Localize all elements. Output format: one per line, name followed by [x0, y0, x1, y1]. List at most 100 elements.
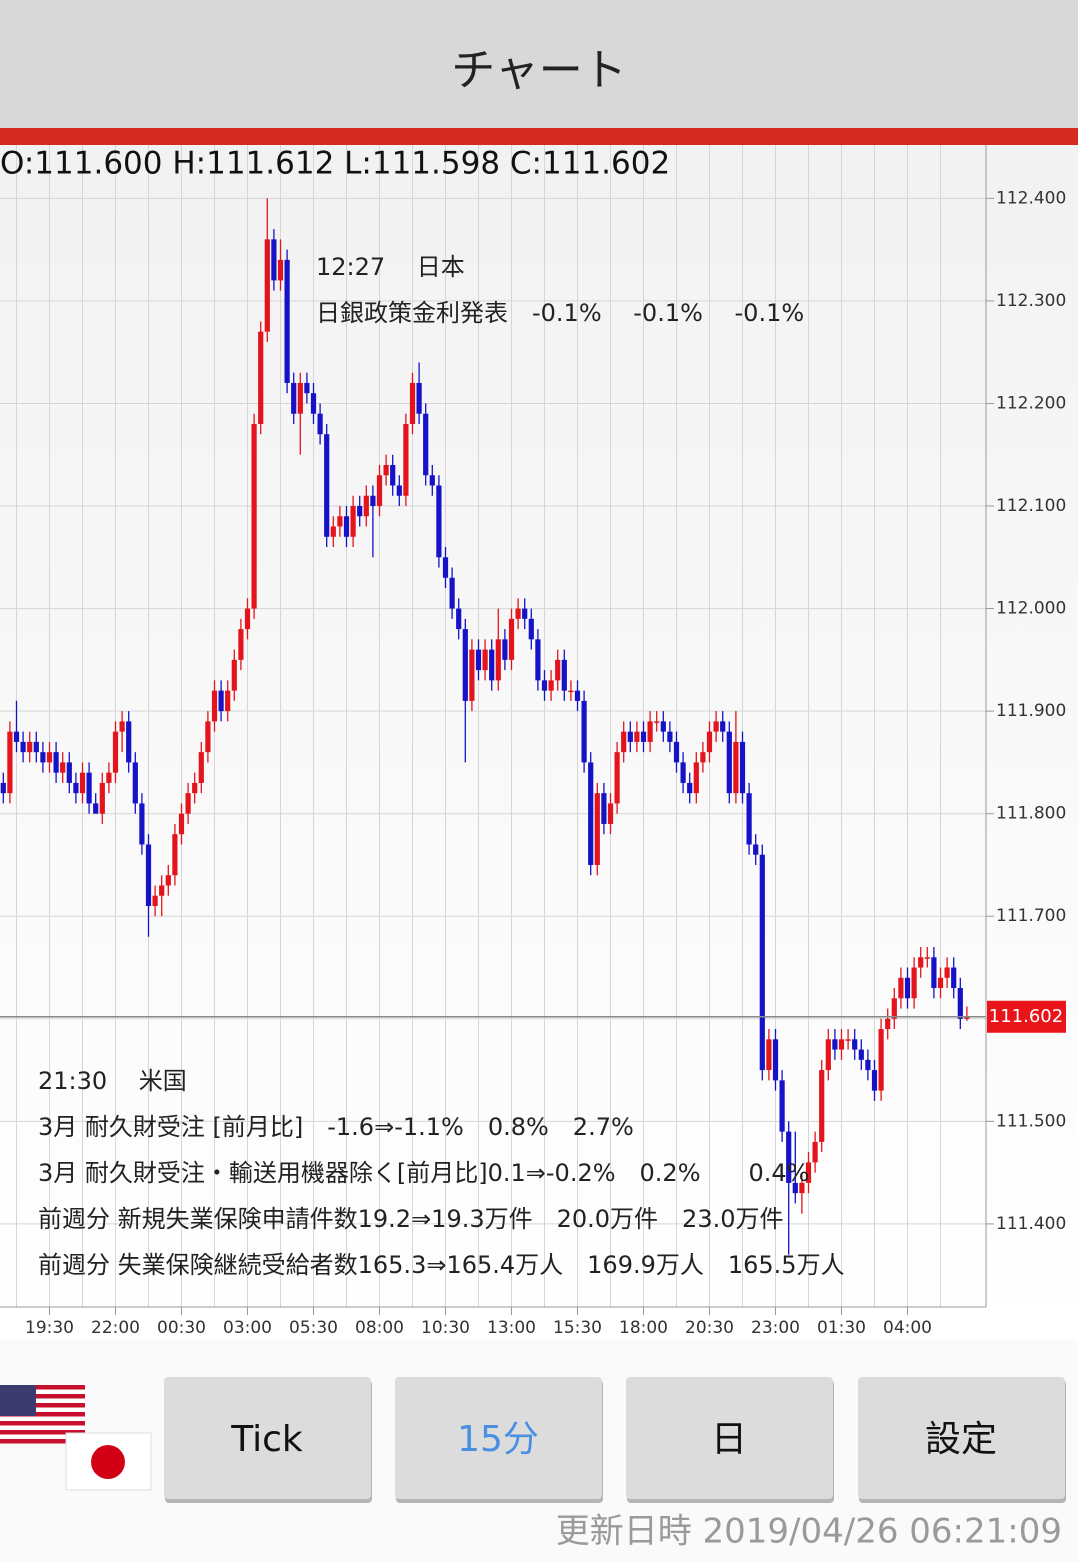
candle-body	[581, 700, 587, 763]
candle-body	[746, 793, 752, 845]
candle-body	[911, 967, 917, 999]
candle-body	[502, 639, 508, 660]
candle-body	[588, 762, 594, 865]
candle-body	[449, 577, 455, 609]
y-tick-label: 112.000	[996, 599, 1066, 619]
x-tick-label: 08:00	[355, 1318, 404, 1338]
candle-body	[951, 967, 957, 989]
candle-body	[284, 259, 290, 383]
y-tick-label: 111.700	[996, 906, 1066, 926]
candle-body	[436, 485, 442, 558]
candle-body	[403, 423, 409, 496]
x-tick-label: 10:30	[421, 1318, 470, 1338]
candle-body	[126, 721, 132, 763]
y-tick-label: 111.500	[996, 1111, 1066, 1131]
candle-body	[871, 1070, 878, 1091]
candle-body	[786, 1131, 792, 1183]
candle-body	[601, 793, 607, 824]
candle-body	[720, 721, 726, 732]
candle-body	[528, 618, 534, 640]
candle-body	[297, 382, 303, 414]
candle-body	[86, 772, 92, 804]
button[interactable]	[164, 1377, 371, 1499]
button[interactable]	[626, 1377, 833, 1499]
candle-body	[561, 659, 567, 691]
candle-body	[779, 1080, 785, 1132]
candle-body	[825, 1039, 831, 1071]
candle-body	[812, 1141, 818, 1163]
candle-body	[119, 721, 125, 732]
candle-body	[931, 957, 937, 989]
candle-body	[112, 731, 119, 773]
button-label[interactable]: 設定	[925, 1419, 997, 1460]
candle-body	[337, 516, 343, 527]
candle-body	[878, 1029, 884, 1091]
candle-body	[132, 762, 138, 804]
candle-body	[885, 1018, 891, 1030]
candle-body	[640, 731, 647, 742]
candle-body	[739, 741, 746, 794]
grid	[0, 145, 986, 1307]
candle-body	[383, 464, 389, 476]
jp-flag[interactable]	[65, 1432, 152, 1491]
candle-body	[218, 690, 224, 712]
candle-body	[693, 762, 699, 794]
event-text: 前週分 失業保険継続受給者数165.3⇒165.4万人 169.9万人 165.…	[38, 1251, 845, 1279]
candle-body	[271, 239, 277, 281]
candle-body	[541, 680, 548, 691]
candle-body	[106, 772, 112, 783]
candle-body	[46, 752, 53, 763]
button-label[interactable]: 15分	[457, 1419, 539, 1460]
candle-body	[33, 741, 39, 753]
y-tick-label: 112.100	[996, 496, 1066, 516]
x-tick-label: 13:00	[487, 1318, 536, 1338]
candle-body	[495, 639, 501, 681]
candle-body	[706, 731, 713, 753]
x-tick-label: 00:30	[157, 1318, 206, 1338]
buttons: Tick 15分 日 設定	[164, 1377, 1066, 1503]
x-tick-label: 04:00	[883, 1318, 932, 1338]
candle-body	[277, 259, 284, 281]
candle-body	[442, 557, 449, 578]
candle-body	[304, 382, 310, 394]
candle-body	[416, 382, 422, 414]
candle-body	[159, 885, 165, 896]
button-label[interactable]: Tick	[230, 1419, 303, 1460]
candle-body	[456, 608, 462, 630]
updated-time: 更新日時 2019/04/26 06:21:09	[556, 1512, 1062, 1552]
candle-body	[152, 895, 158, 906]
button[interactable]	[858, 1377, 1065, 1499]
event-text: 日銀政策金利発表 -0.1% -0.1% -0.1%	[316, 299, 804, 327]
candle-body	[429, 475, 435, 486]
button[interactable]	[395, 1377, 602, 1499]
candle-body	[660, 721, 666, 732]
candle-body	[258, 331, 264, 424]
candle-body	[522, 608, 528, 619]
y-tick-label: 111.400	[996, 1214, 1066, 1234]
candle-body	[475, 649, 482, 671]
candle-body	[264, 239, 270, 332]
candle-body	[330, 526, 336, 537]
x-tick-label: 05:30	[289, 1318, 338, 1338]
candle-body	[79, 772, 86, 794]
candle-body	[99, 782, 105, 814]
candle-body	[687, 782, 693, 794]
last-price-label: 111.602	[989, 1006, 1063, 1027]
candle-body	[667, 731, 673, 742]
candle-body	[192, 782, 198, 794]
candle-body	[211, 690, 218, 722]
candle-body	[7, 731, 13, 794]
candle-body	[324, 434, 330, 537]
candle-body	[792, 1182, 798, 1194]
candle-body	[845, 1039, 851, 1041]
accent-bar	[0, 128, 1078, 145]
candle-body	[700, 752, 706, 763]
candle-body	[799, 1182, 805, 1194]
candle-body	[53, 752, 59, 773]
event-text: 前週分 新規失業保険申請件数19.2⇒19.3万件 20.0万件 23.0万件	[38, 1205, 784, 1233]
button-label[interactable]: 日	[711, 1419, 747, 1460]
candle-body	[205, 721, 211, 753]
candle-body	[964, 1016, 970, 1019]
candle-body	[462, 629, 468, 701]
